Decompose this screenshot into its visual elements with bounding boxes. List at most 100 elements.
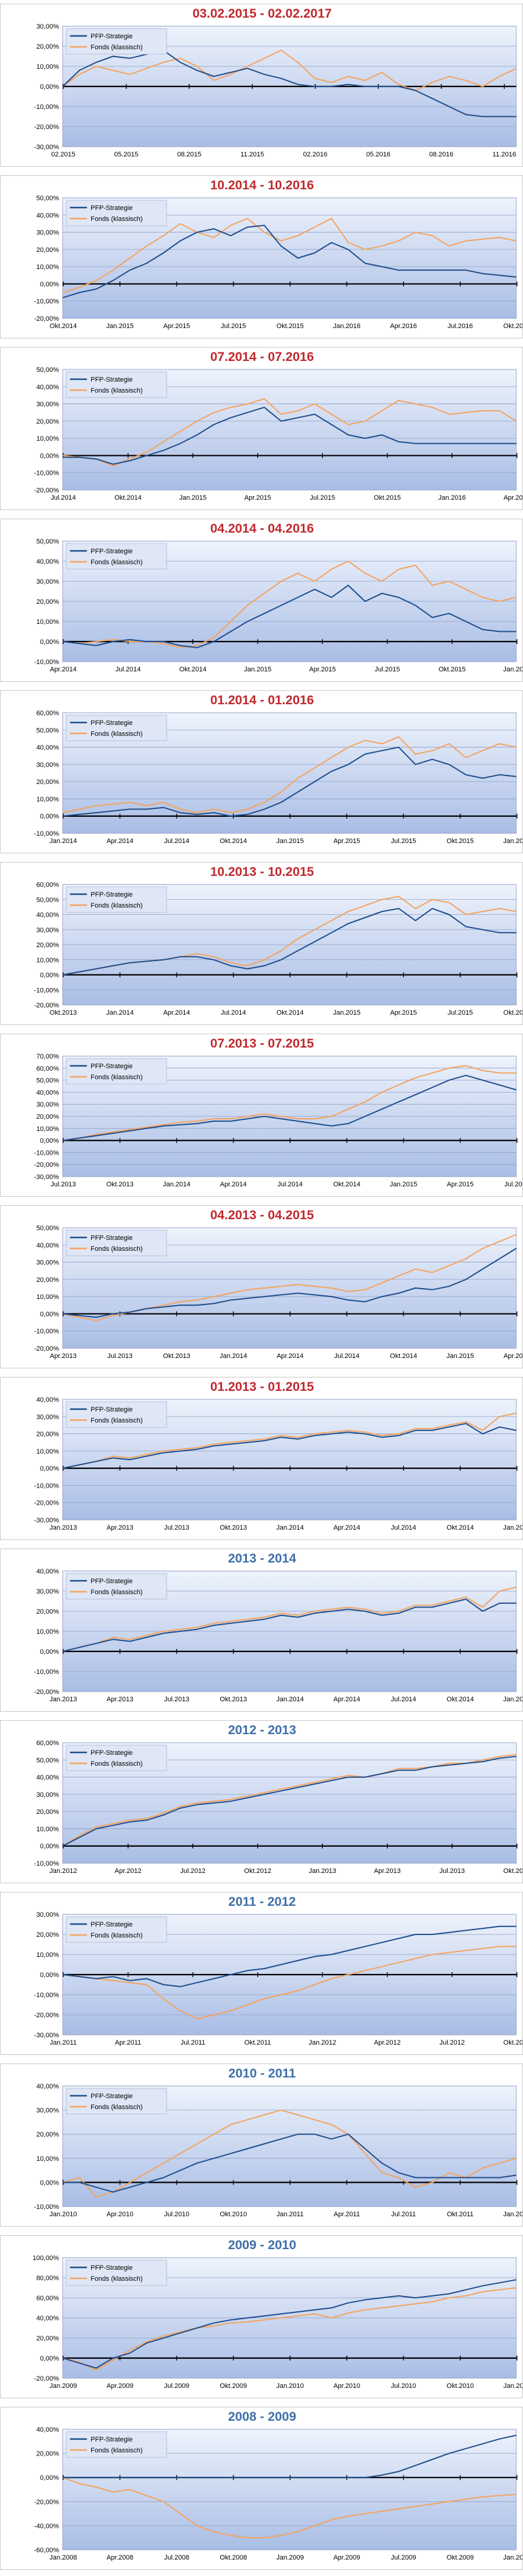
chart-panel: 04.2013 - 04.2015 50,00% 40,00% 30,00% 20,00… bbox=[0, 1205, 523, 1368]
y-tick-label: 30,00% bbox=[36, 401, 60, 408]
chart-panel: 07.2013 - 07.2015 70,00% 60,00% 50,00% 40,00… bbox=[0, 1034, 523, 1197]
legend-label-fonds-klassisch: Fonds (klassisch) bbox=[91, 1932, 143, 1939]
legend-box bbox=[66, 1058, 167, 1085]
x-tick-label: Apr.2014 bbox=[106, 838, 133, 845]
legend-box bbox=[66, 1401, 167, 1428]
y-tick-label: 60,00% bbox=[36, 881, 60, 889]
legend-box bbox=[66, 886, 167, 913]
series-line-fonds-klassisch bbox=[62, 2477, 517, 2539]
x-tick-label: Jan.2014 bbox=[276, 1696, 303, 1703]
chart-title: 04.2013 - 04.2015 bbox=[210, 1208, 314, 1222]
x-tick-label: Jul.2015 bbox=[375, 666, 400, 673]
legend-box bbox=[66, 2259, 167, 2286]
y-tick-label: 0,00% bbox=[40, 1843, 59, 1850]
x-tick-label: Jul.2015 bbox=[310, 494, 335, 502]
x-tick-label: Apr.2011 bbox=[334, 2211, 360, 2218]
y-tick-label: -30,00% bbox=[34, 144, 59, 151]
x-tick-label: Jan.2015 bbox=[106, 323, 134, 330]
x-tick-label: Okt.2015 bbox=[504, 1009, 522, 1017]
y-tick-label: 60,00% bbox=[36, 1065, 60, 1073]
y-tick-label: -10,00% bbox=[34, 1860, 59, 1867]
x-tick-label: Apr.2014 bbox=[163, 1009, 190, 1017]
x-tick-label: Jan.2014 bbox=[276, 1524, 303, 1531]
chart-svg: 60,00% 50,00% 40,00% 30,00% 20,00% 10,00% 0,00… bbox=[34, 881, 522, 1017]
y-tick-label: 40,00% bbox=[36, 2083, 60, 2090]
y-tick-label: 30,00% bbox=[36, 1413, 60, 1421]
y-tick-label: -10,00% bbox=[34, 103, 59, 111]
legend-label-fonds-klassisch: Fonds (klassisch) bbox=[91, 1245, 143, 1253]
legend-label-pfp-strategie: PFP-Strategie bbox=[91, 2264, 133, 2272]
chart-panel: 01.2013 - 01.2015 40,00% 30,00% 20,00% 10,00… bbox=[0, 1377, 523, 1540]
x-tick-label: Jan.2010 bbox=[503, 2554, 522, 2561]
y-tick-label: 50,00% bbox=[36, 195, 60, 202]
x-tick-label: Jan.2008 bbox=[49, 2554, 77, 2561]
series-line-fonds-klassisch bbox=[62, 1065, 516, 1141]
y-tick-label: -10,00% bbox=[34, 1992, 59, 1999]
x-tick-label: Apr.2009 bbox=[333, 2554, 360, 2561]
y-tick-label: 10,00% bbox=[36, 618, 60, 626]
chart-panel: 2011 - 2012 30,00% 20,00% 10,00% 0,00% -10,00… bbox=[0, 1892, 523, 2055]
y-tick-label: -20,00% bbox=[34, 1500, 59, 1507]
x-tick-label: Okt.2014 bbox=[277, 1009, 304, 1017]
x-tick-label: Jul.2013 bbox=[107, 1353, 133, 1360]
legend-label-fonds-klassisch: Fonds (klassisch) bbox=[91, 2104, 143, 2111]
x-tick-label: Apr.2013 bbox=[106, 1696, 133, 1703]
y-tick-label: 40,00% bbox=[36, 744, 60, 752]
y-tick-label: 40,00% bbox=[36, 1396, 60, 1404]
y-tick-label: 0,00% bbox=[40, 2355, 59, 2362]
y-tick-label: 50,00% bbox=[36, 1077, 60, 1085]
x-tick-label: Jul.2012 bbox=[440, 2039, 465, 2046]
legend-box bbox=[66, 543, 167, 570]
x-tick-label: Jul.2009 bbox=[164, 2382, 190, 2390]
x-tick-label: Apr.2011 bbox=[115, 2039, 141, 2046]
y-tick-label: 30,00% bbox=[36, 23, 60, 30]
x-tick-label: Jan.2014 bbox=[49, 838, 77, 845]
x-tick-label: Jan.2012 bbox=[309, 2039, 336, 2046]
x-tick-label: Okt.2015 bbox=[438, 666, 466, 673]
y-tick-label: -10,00% bbox=[34, 470, 59, 477]
x-tick-label: Jan.2015 bbox=[503, 1524, 522, 1531]
x-tick-label: Jul.2013 bbox=[164, 1696, 190, 1703]
x-tick-label: Jan.2016 bbox=[503, 838, 522, 845]
y-tick-label: 40,00% bbox=[36, 1568, 60, 1575]
x-tick-label: Jul.2014 bbox=[334, 1353, 359, 1360]
x-tick-label: Jul.2013 bbox=[440, 1867, 465, 1875]
x-tick-label: Okt.2010 bbox=[446, 2382, 474, 2390]
y-tick-label: -30,00% bbox=[34, 1517, 59, 1524]
x-tick-label: 02.2015 bbox=[51, 151, 75, 158]
x-tick-label: Apr.2014 bbox=[220, 1181, 247, 1188]
legend-label-fonds-klassisch: Fonds (klassisch) bbox=[91, 902, 143, 909]
x-tick-label: Okt.2011 bbox=[447, 2211, 474, 2218]
legend-label-pfp-strategie: PFP-Strategie bbox=[91, 891, 133, 898]
y-tick-label: 40,00% bbox=[36, 1242, 60, 1249]
legend-label-pfp-strategie: PFP-Strategie bbox=[91, 1921, 133, 1928]
x-tick-label: Apr.2015 bbox=[163, 323, 190, 330]
x-tick-label: Jul.2009 bbox=[391, 2554, 417, 2561]
series-line-pfp-strategie bbox=[62, 746, 517, 817]
legend-label-fonds-klassisch: Fonds (klassisch) bbox=[91, 44, 143, 51]
x-tick-label: Jul.2012 bbox=[180, 1867, 206, 1875]
x-tick-label: 05.2016 bbox=[366, 151, 390, 158]
y-tick-label: -10,00% bbox=[34, 1328, 59, 1335]
y-tick-label: -30,00% bbox=[34, 1174, 59, 1181]
series-line-pfp-strategie bbox=[62, 584, 516, 648]
x-tick-label: Okt.2014 bbox=[446, 1524, 474, 1531]
chart-title: 2010 - 2011 bbox=[228, 2067, 296, 2081]
x-tick-label: Okt.2013 bbox=[504, 1867, 522, 1875]
chart-title: 03.02.2015 - 02.02.2017 bbox=[192, 7, 332, 21]
y-tick-label: 0,00% bbox=[40, 2179, 59, 2186]
x-tick-label: Jan.2016 bbox=[503, 666, 522, 673]
x-tick-label: Jan.2011 bbox=[50, 2039, 77, 2046]
chart-svg: 50,00% 40,00% 30,00% 20,00% 10,00% 0,00% -10,0… bbox=[34, 366, 522, 502]
y-tick-label: 10,00% bbox=[36, 264, 60, 271]
legend-label-pfp-strategie: PFP-Strategie bbox=[91, 1578, 133, 1585]
x-tick-label: Jul.2014 bbox=[116, 666, 141, 673]
x-tick-label: 11.2015 bbox=[240, 151, 264, 158]
x-tick-label: Jan.2010 bbox=[49, 2211, 77, 2218]
y-tick-label: 30,00% bbox=[36, 578, 60, 586]
series-line-pfp-strategie bbox=[62, 1423, 517, 1469]
y-tick-label: 30,00% bbox=[36, 1791, 60, 1799]
x-tick-label: Apr.2010 bbox=[333, 2382, 360, 2390]
y-tick-label: -20,00% bbox=[34, 2012, 59, 2019]
x-tick-label: Apr.2010 bbox=[106, 2211, 133, 2218]
